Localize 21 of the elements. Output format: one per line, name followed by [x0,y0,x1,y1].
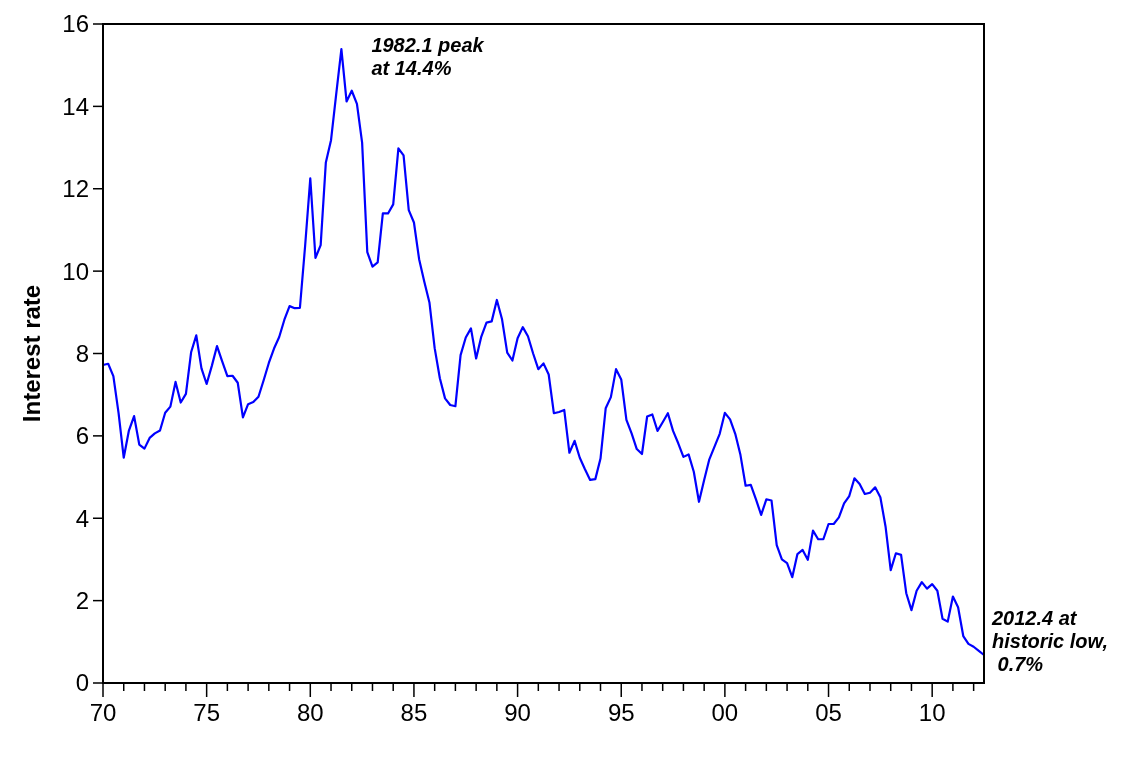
y-tick-label: 8 [75,339,89,367]
y-tick-label: 12 [62,175,89,203]
y-tick-label: 14 [62,92,89,120]
x-tick-label: 75 [193,699,220,726]
x-tick-label: 90 [504,699,531,726]
y-tick-label: 2 [75,587,89,615]
x-tick-label: 70 [89,699,117,726]
x-tick-label: 05 [815,699,842,726]
x-tick-label: 85 [400,699,428,726]
y-tick-label: 6 [75,422,89,450]
annotation: 1982.1 peak at 14.4% [371,34,485,80]
y-axis-title: Interest rate [18,284,45,423]
y-tick-label: 0 [75,669,89,697]
x-tick-label: 80 [296,699,324,726]
x-tick-label: 95 [607,699,635,726]
x-tick-label: 10 [918,699,946,726]
y-tick-label: 16 [62,10,89,38]
y-tick-label: 10 [62,257,89,285]
y-tick-label: 4 [75,504,89,532]
annotation: 2012.4 at historic low, 0.7% [991,606,1108,675]
x-tick-label: 00 [711,699,739,726]
